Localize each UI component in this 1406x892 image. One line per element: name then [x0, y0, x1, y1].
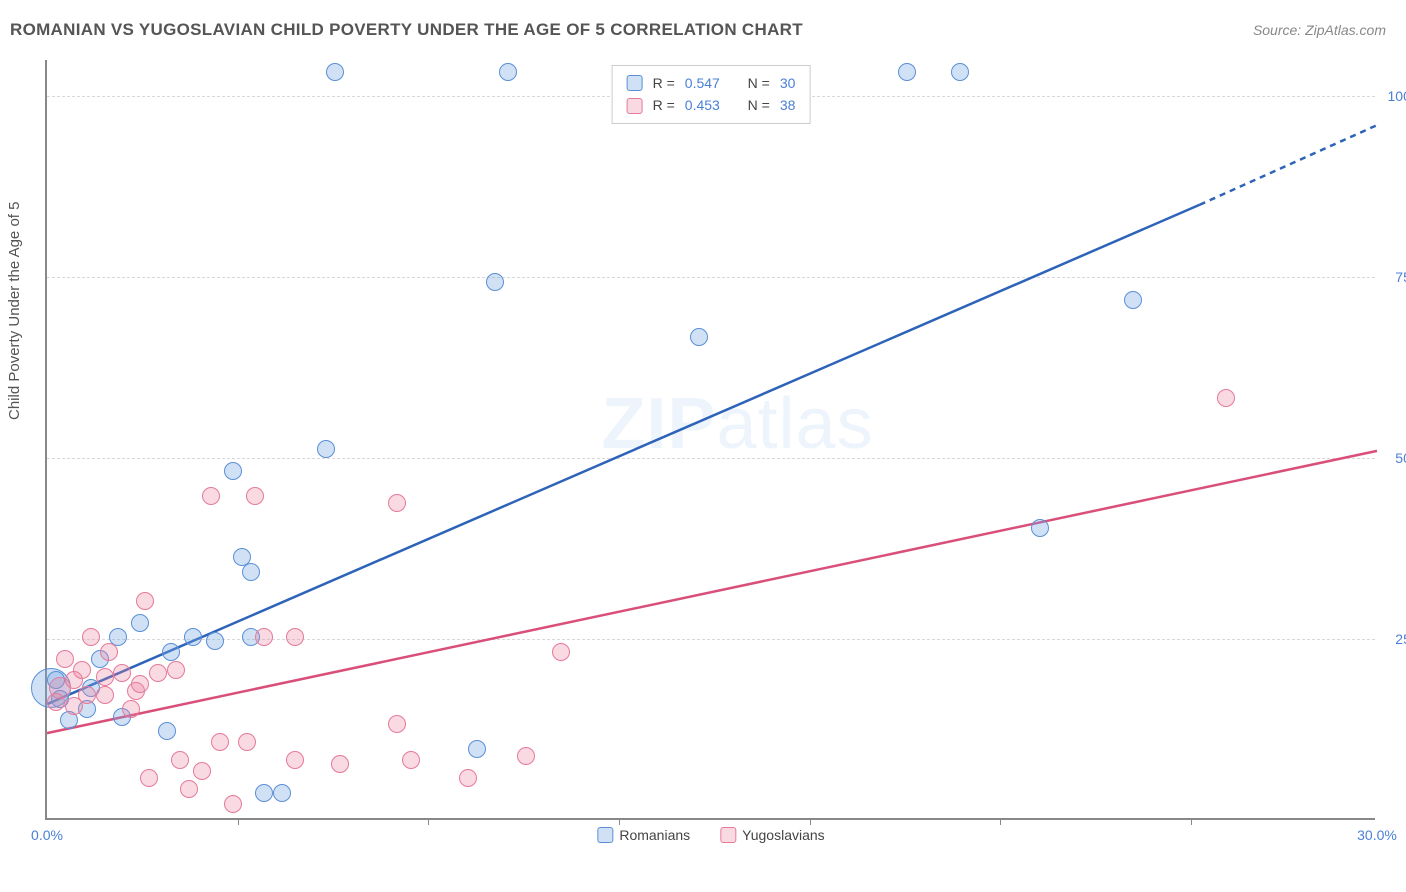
scatter-point — [206, 632, 224, 650]
legend-stats-row-romanians: R = 0.547 N = 30 — [627, 72, 796, 94]
scatter-point — [388, 715, 406, 733]
header: ROMANIAN VS YUGOSLAVIAN CHILD POVERTY UN… — [10, 20, 1386, 40]
scatter-point — [273, 784, 291, 802]
scatter-point — [167, 661, 185, 679]
scatter-point — [56, 650, 74, 668]
scatter-point — [211, 733, 229, 751]
scatter-point — [326, 63, 344, 81]
scatter-point — [552, 643, 570, 661]
x-tick — [1191, 818, 1192, 825]
legend-stats-box: R = 0.547 N = 30 R = 0.453 N = 38 — [612, 65, 811, 124]
scatter-point — [131, 675, 149, 693]
scatter-point — [517, 747, 535, 765]
x-tick — [238, 818, 239, 825]
x-tick-label: 30.0% — [1357, 827, 1397, 843]
scatter-point — [140, 769, 158, 787]
x-tick — [428, 818, 429, 825]
scatter-point — [255, 628, 273, 646]
scatter-point — [499, 63, 517, 81]
y-tick-label: 25.0% — [1395, 631, 1406, 647]
scatter-point — [331, 755, 349, 773]
x-tick — [1000, 818, 1001, 825]
x-tick — [619, 818, 620, 825]
scatter-point — [122, 700, 140, 718]
scatter-point — [388, 494, 406, 512]
scatter-point — [202, 487, 220, 505]
x-tick-label: 0.0% — [31, 827, 63, 843]
scatter-point — [193, 762, 211, 780]
scatter-point — [162, 643, 180, 661]
scatter-point — [402, 751, 420, 769]
scatter-point — [255, 784, 273, 802]
y-tick-label: 50.0% — [1395, 450, 1406, 466]
trend-line — [47, 205, 1200, 704]
swatch-blue-icon — [597, 827, 613, 843]
scatter-point — [459, 769, 477, 787]
scatter-point — [286, 628, 304, 646]
legend-stats-row-yugoslavians: R = 0.453 N = 38 — [627, 94, 796, 116]
scatter-point — [96, 668, 114, 686]
scatter-point — [113, 664, 131, 682]
scatter-point — [224, 795, 242, 813]
swatch-blue-icon — [627, 75, 643, 91]
scatter-point — [184, 628, 202, 646]
scatter-point — [100, 643, 118, 661]
chart-plot-area: ZIPatlas 25.0%50.0%75.0%100.0% R = 0.547… — [45, 60, 1375, 820]
scatter-point — [242, 563, 260, 581]
source-label: Source: ZipAtlas.com — [1253, 22, 1386, 38]
scatter-point — [136, 592, 154, 610]
legend-bottom: Romanians Yugoslavians — [597, 827, 824, 843]
trend-lines — [47, 60, 1375, 818]
scatter-point — [486, 273, 504, 291]
legend-item-romanians: Romanians — [597, 827, 690, 843]
scatter-point — [468, 740, 486, 758]
scatter-point — [286, 751, 304, 769]
scatter-point — [238, 733, 256, 751]
scatter-point — [82, 628, 100, 646]
scatter-point — [1217, 389, 1235, 407]
x-tick — [810, 818, 811, 825]
swatch-pink-icon — [627, 98, 643, 114]
scatter-point — [171, 751, 189, 769]
chart-title: ROMANIAN VS YUGOSLAVIAN CHILD POVERTY UN… — [10, 20, 803, 40]
scatter-point — [224, 462, 242, 480]
scatter-point — [180, 780, 198, 798]
scatter-point — [149, 664, 167, 682]
scatter-point — [246, 487, 264, 505]
scatter-point — [1124, 291, 1142, 309]
y-tick-label: 75.0% — [1395, 269, 1406, 285]
scatter-point — [898, 63, 916, 81]
scatter-point — [158, 722, 176, 740]
scatter-point — [78, 686, 96, 704]
swatch-pink-icon — [720, 827, 736, 843]
y-tick-label: 100.0% — [1388, 88, 1406, 104]
scatter-point — [131, 614, 149, 632]
scatter-point — [317, 440, 335, 458]
trend-line-dashed — [1200, 125, 1377, 205]
scatter-point — [690, 328, 708, 346]
scatter-point — [951, 63, 969, 81]
scatter-point — [96, 686, 114, 704]
legend-item-yugoslavians: Yugoslavians — [720, 827, 825, 843]
scatter-point — [73, 661, 91, 679]
y-axis-label: Child Poverty Under the Age of 5 — [6, 202, 23, 420]
scatter-point — [1031, 519, 1049, 537]
